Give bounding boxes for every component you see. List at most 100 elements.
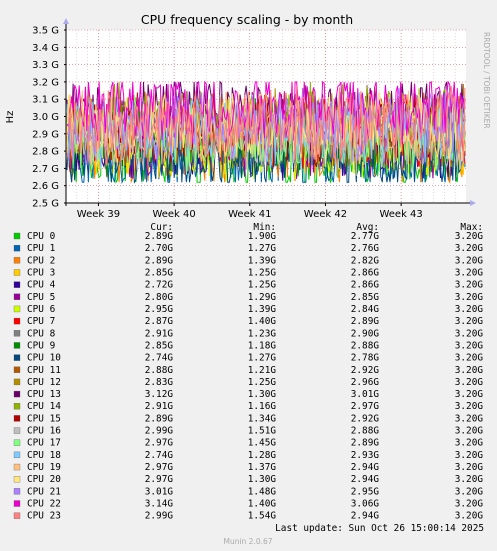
legend-name: CPU 6 (27, 304, 56, 315)
legend-row-cpu-3: CPU 3 2.85G 1.25G 2.86G 3.20G (13, 267, 483, 278)
legend-cur: 2.80G (145, 292, 174, 303)
legend-swatch (13, 330, 21, 337)
legend-avg: 2.97G (351, 401, 380, 412)
legend-min: 1.25G (248, 377, 277, 388)
legend-max: 3.20G (455, 340, 484, 351)
legend-min: 1.39G (248, 255, 277, 266)
legend-min: 1.25G (248, 280, 277, 291)
legend-cur: 2.87G (145, 316, 174, 327)
y-tick-label: 2.9 G (32, 129, 59, 140)
legend-min: 1.51G (248, 426, 277, 437)
legend-min: 1.21G (248, 365, 277, 376)
legend-swatch (13, 390, 21, 398)
legend-name: CPU 13 (27, 389, 61, 400)
legend-max: 3.20G (455, 438, 484, 449)
legend-min: 1.18G (248, 340, 277, 351)
legend-row-cpu-1: CPU 1 2.70G 1.27G 2.76G 3.20G (13, 243, 484, 254)
legend-min: 1.30G (248, 474, 277, 485)
legend-max: 3.20G (455, 328, 484, 339)
legend-swatch (13, 463, 21, 471)
legend-row-cpu-23: CPU 23 2.99G 1.54G 2.94G 3.20G (13, 511, 483, 522)
legend-cur: 2.97G (145, 462, 174, 473)
legend-avg: 2.90G (351, 328, 380, 339)
legend-min: 1.40G (248, 499, 277, 510)
legend-min: 1.48G (248, 486, 277, 497)
legend-row-cpu-5: CPU 5 2.80G 1.29G 2.85G 3.20G (13, 292, 483, 303)
legend-max: 3.20G (455, 401, 484, 412)
y-tick-label: 2.6 G (32, 181, 59, 192)
legend-min: 1.90G (248, 231, 277, 242)
legend-cur: 2.88G (145, 365, 174, 376)
legend-avg: 2.94G (351, 511, 380, 522)
legend-name: CPU 11 (27, 365, 61, 376)
legend-row-cpu-7: CPU 7 2.87G 1.40G 2.89G 3.20G (13, 316, 483, 327)
legend-max: 3.20G (455, 486, 484, 497)
legend-row-cpu-16: CPU 16 2.99G 1.51G 2.88G 3.20G (13, 426, 483, 437)
legend-avg: 2.86G (351, 280, 380, 291)
legend-cur: 2.99G (145, 426, 174, 437)
legend-avg: 2.88G (351, 340, 380, 351)
y-axis-arrow-icon (63, 18, 69, 24)
legend-name: CPU 20 (27, 474, 61, 485)
legend-cur: 2.85G (145, 340, 174, 351)
legend-swatch (13, 512, 21, 519)
legend-swatch (13, 293, 21, 300)
legend-row-cpu-10: CPU 10 2.74G 1.27G 2.78G 3.20G (13, 353, 484, 364)
legend-row-cpu-21: CPU 21 3.01G 1.48G 2.95G 3.20G (13, 486, 484, 497)
legend-cur: 3.12G (145, 389, 174, 400)
legend-cur: 2.74G (145, 450, 174, 461)
series-line-cpu-22 (66, 80, 466, 145)
legend-avg: 2.84G (351, 304, 380, 315)
axes (63, 18, 476, 206)
legend-row-cpu-19: CPU 19 2.97G 1.37G 2.94G 3.20G (13, 462, 483, 473)
legend-max: 3.20G (455, 450, 484, 461)
y-tick-label: 3.5 G (32, 26, 59, 37)
legend-name: CPU 4 (27, 280, 56, 291)
chart-title: CPU frequency scaling - by month (141, 12, 353, 27)
y-tick-label: 3.0 G (32, 112, 59, 123)
legend-name: CPU 19 (27, 462, 61, 473)
x-tick-label: Week 39 (77, 209, 120, 220)
legend-max: 3.20G (455, 243, 484, 254)
legend-cur: 2.83G (145, 377, 174, 388)
legend-swatch (13, 366, 21, 373)
legend-name: CPU 0 (27, 231, 56, 242)
legend-row-cpu-13: CPU 13 3.12G 1.30G 3.01G 3.20G (13, 389, 483, 400)
legend-swatch (13, 305, 21, 313)
y-tick-label: 3.1 G (32, 95, 59, 106)
legend-cur: 2.89G (145, 255, 174, 266)
legend-cur: 2.97G (145, 474, 174, 485)
legend-name: CPU 3 (27, 267, 55, 278)
legend-avg: 2.93G (351, 450, 380, 461)
legend-max: 3.20G (455, 353, 484, 364)
legend-name: CPU 21 (27, 486, 61, 497)
column-header-min: Min: (253, 222, 276, 233)
legend-name: CPU 5 (27, 292, 55, 303)
legend-avg: 2.86G (351, 267, 380, 278)
legend-name: CPU 14 (27, 401, 61, 412)
legend-min: 1.16G (248, 401, 277, 412)
legend-rows: CPU 0 2.89G 1.90G 2.77G 3.20G CPU 1 2.70G 1.27G… (13, 231, 484, 522)
legend-cur: 2.72G (145, 280, 174, 291)
legend-row-cpu-0: CPU 0 2.89G 1.90G 2.77G 3.20G (13, 231, 483, 242)
legend-max: 3.20G (455, 304, 484, 315)
legend-row-cpu-11: CPU 11 2.88G 1.21G 2.92G 3.20G (13, 365, 483, 376)
legend-cur: 2.89G (145, 413, 174, 424)
series-line-cpu-23 (66, 85, 466, 165)
legend-row-cpu-20: CPU 20 2.97G 1.30G 2.94G 3.20G (13, 474, 483, 485)
legend-name: CPU 7 (27, 316, 55, 327)
legend-swatch (13, 257, 21, 264)
legend-cur: 2.99G (145, 511, 174, 522)
y-axis-ticks: 2.5 G 2.6 G 2.7 G 2.8 G 2.9 G 3.0 G 3.1 G 3.2 G… (32, 26, 66, 210)
y-tick-label: 2.5 G (32, 199, 59, 210)
legend-row-cpu-4: CPU 4 2.72G 1.25G 2.86G 3.20G (13, 280, 484, 291)
y-tick-label: 3.4 G (32, 43, 59, 54)
legend-name: CPU 8 (27, 328, 56, 339)
legend-max: 3.20G (455, 280, 484, 291)
legend-min: 1.40G (248, 316, 277, 327)
legend-name: CPU 17 (27, 438, 61, 449)
legend-min: 1.25G (248, 267, 277, 278)
legend-min: 1.23G (248, 328, 277, 339)
legend-avg: 2.89G (351, 438, 380, 449)
legend-max: 3.20G (455, 377, 484, 388)
